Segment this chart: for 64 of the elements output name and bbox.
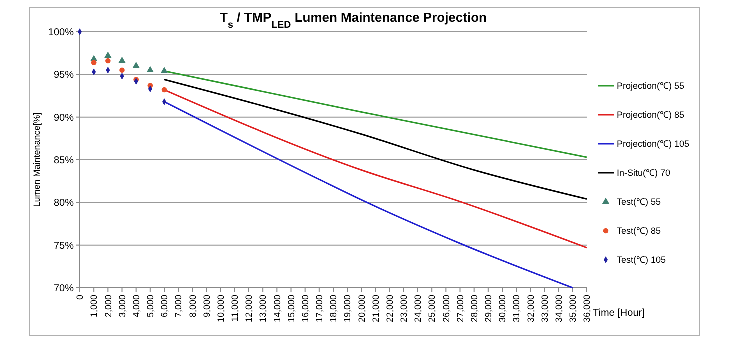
x-tick-label: 6,000 xyxy=(160,295,170,318)
x-tick-label: 24,000 xyxy=(413,295,424,323)
legend-label: Test(℃) 85 xyxy=(617,226,662,236)
x-tick-label: 10,000 xyxy=(216,295,226,323)
x-tick-label: 0 xyxy=(75,295,86,300)
line-series xyxy=(164,79,588,200)
legend-label: Test(℃) 55 xyxy=(617,197,662,208)
x-tick-label: 11,000 xyxy=(230,295,240,322)
x-tick-label: 36,000 xyxy=(582,295,592,323)
point xyxy=(118,56,126,64)
x-tick-label: 12,000 xyxy=(244,295,254,323)
y-tick-label: 100% xyxy=(48,28,74,38)
x-tick-label: 28,000 xyxy=(469,295,480,323)
x-axis-title: Time [Hour] xyxy=(593,308,646,319)
x-tick-label: 1,000 xyxy=(89,295,100,318)
legend-label: Test(℃) 105 xyxy=(617,255,666,266)
x-tick-label: 2,000 xyxy=(103,295,114,318)
y-tick-label: 75% xyxy=(54,240,74,252)
x-tick-label: 17,000 xyxy=(314,295,325,323)
point xyxy=(146,66,154,72)
y-tick-label: 80% xyxy=(54,198,74,210)
x-tick-label: 20,000 xyxy=(356,295,367,323)
x-tick-label: 25,000 xyxy=(427,295,438,323)
x-tick-label: 9,000 xyxy=(202,295,212,318)
x-tick-label: 29,000 xyxy=(484,295,494,323)
point xyxy=(104,52,112,58)
y-tick-label: 70% xyxy=(54,284,74,294)
x-tick-label: 19,000 xyxy=(342,295,353,323)
point xyxy=(132,62,140,68)
legend-label: In-Situ(℃) 70 xyxy=(617,168,671,178)
x-tick-label: 33,000 xyxy=(540,295,550,323)
legend-label: Projection(℃) 105 xyxy=(617,139,690,150)
legend-label: Projection(℃) 55 xyxy=(617,81,685,92)
y-tick-label: 90% xyxy=(54,112,74,124)
x-tick-label: 4,000 xyxy=(131,295,142,318)
y-tick-label: 95% xyxy=(54,70,74,82)
x-tick-label: 13,000 xyxy=(258,295,268,323)
x-tick-label: 32,000 xyxy=(526,295,536,323)
x-tick-label: 3,000 xyxy=(117,295,128,318)
legend-label: Projection(℃) 85 xyxy=(617,110,685,120)
point xyxy=(160,67,168,74)
x-tick-label: 31,000 xyxy=(512,295,522,323)
x-tick-label: 15,000 xyxy=(286,295,296,323)
x-tick-label: 21,000 xyxy=(370,295,381,323)
x-tick-label: 16,000 xyxy=(300,295,310,323)
x-tick-label: 7,000 xyxy=(174,295,184,318)
x-tick-label: 30,000 xyxy=(498,295,508,323)
x-tick-label: 5,000 xyxy=(146,295,156,318)
point xyxy=(120,68,125,74)
x-tick-label: 18,000 xyxy=(328,295,339,323)
x-tick-label: 27,000 xyxy=(455,295,466,323)
point xyxy=(162,87,168,93)
x-tick-label: 22,000 xyxy=(384,295,395,323)
x-tick-label: 23,000 xyxy=(399,295,410,323)
y-tick-label: 85% xyxy=(54,156,74,166)
y-axis-title: Lumen Maintenance[%] xyxy=(32,112,42,208)
point xyxy=(106,58,111,64)
x-tick-label: 35,000 xyxy=(568,295,578,323)
x-tick-label: 8,000 xyxy=(188,295,198,318)
chart-title: T$_{s}$ / TMP$_{LED}$ Lumen Maintenance Projection xyxy=(220,10,488,30)
x-tick-label: 34,000 xyxy=(554,295,564,323)
x-tick-label: 14,000 xyxy=(272,295,282,323)
point xyxy=(91,60,97,66)
x-tick-label: 26,000 xyxy=(441,295,452,323)
